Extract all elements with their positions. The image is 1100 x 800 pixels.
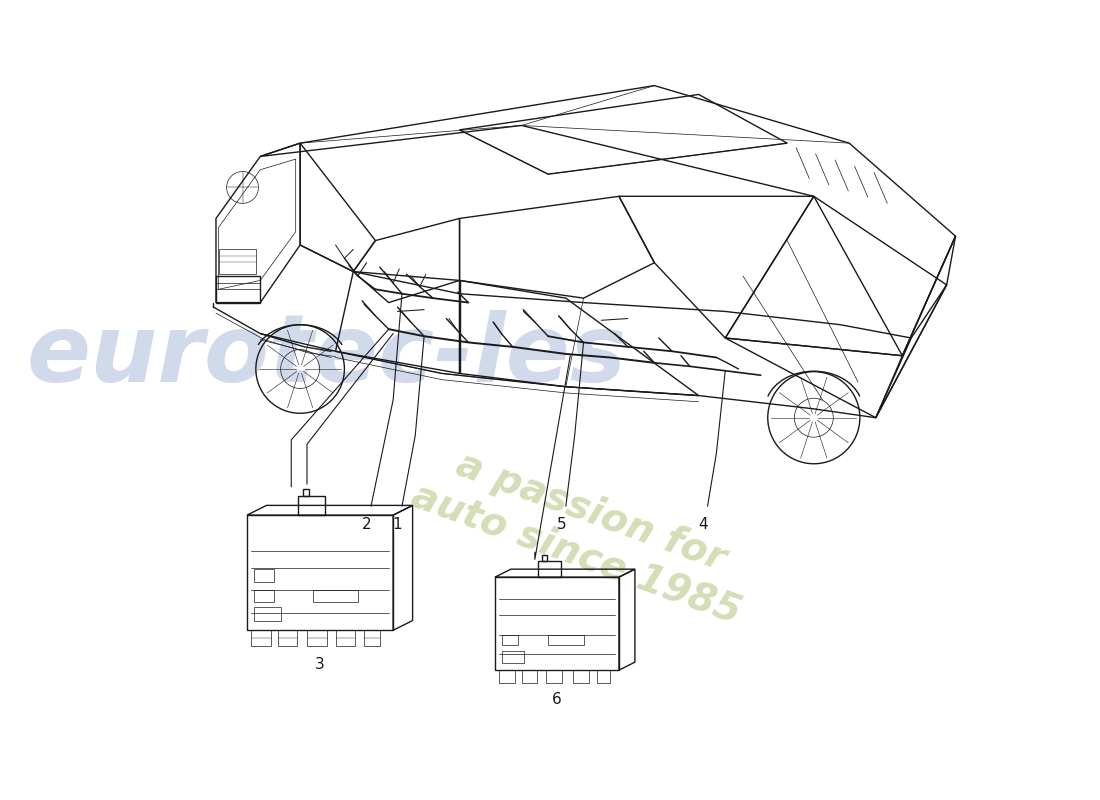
Bar [521,670,538,683]
Bar [314,590,358,602]
Bar [307,630,327,646]
Text: 5: 5 [557,517,566,532]
Bar [254,569,274,582]
Text: 6: 6 [552,692,562,707]
Bar [254,607,280,622]
Bar [278,630,297,646]
Bar [252,630,271,646]
Bar [219,250,256,274]
Bar [597,670,611,683]
Bar [502,634,518,646]
Bar [254,590,274,602]
Bar [502,650,525,663]
Bar [499,670,515,683]
Bar [547,670,562,683]
Bar [573,670,588,683]
Text: eurotec-les: eurotec-les [26,310,627,402]
Text: 2: 2 [362,517,372,532]
Text: 4: 4 [698,517,708,532]
Text: a passion for
auto since 1985: a passion for auto since 1985 [406,435,761,631]
Bar [336,630,355,646]
Text: 1: 1 [393,517,403,532]
Bar [364,630,380,646]
Text: 3: 3 [316,657,324,672]
Bar [548,634,583,646]
